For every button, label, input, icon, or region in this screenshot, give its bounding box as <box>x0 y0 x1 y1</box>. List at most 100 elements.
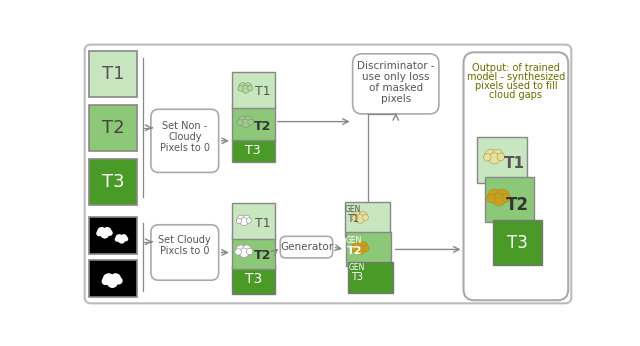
Text: GEN: GEN <box>346 236 362 245</box>
FancyBboxPatch shape <box>463 52 568 300</box>
FancyBboxPatch shape <box>151 225 219 280</box>
Circle shape <box>243 215 250 223</box>
Text: T2: T2 <box>254 249 271 262</box>
Circle shape <box>242 245 252 254</box>
Circle shape <box>242 85 250 93</box>
Text: T1: T1 <box>102 65 124 83</box>
Circle shape <box>244 83 252 90</box>
Circle shape <box>115 234 123 242</box>
Circle shape <box>362 215 369 220</box>
Text: cloud gaps: cloud gaps <box>490 90 542 100</box>
Text: T3: T3 <box>244 272 262 286</box>
Circle shape <box>484 154 491 161</box>
Circle shape <box>489 153 500 164</box>
Circle shape <box>120 234 127 241</box>
Text: T1: T1 <box>504 156 525 171</box>
Circle shape <box>358 242 368 251</box>
Text: T3: T3 <box>246 144 261 157</box>
Circle shape <box>356 245 365 255</box>
Circle shape <box>356 215 365 223</box>
Text: T2: T2 <box>506 196 529 214</box>
Text: T1: T1 <box>255 85 270 98</box>
Bar <box>348 262 393 292</box>
Text: Set Cloudy: Set Cloudy <box>159 235 211 245</box>
Text: pixels: pixels <box>381 93 411 103</box>
Circle shape <box>248 85 253 91</box>
Text: T3: T3 <box>102 173 125 191</box>
Text: Set Non -: Set Non - <box>162 121 207 131</box>
Text: pixels used to fill: pixels used to fill <box>475 81 557 91</box>
Text: model - synthesized: model - synthesized <box>467 72 565 82</box>
Bar <box>493 220 542 265</box>
Text: T3: T3 <box>351 272 364 282</box>
Text: T1: T1 <box>255 217 270 230</box>
Circle shape <box>118 236 125 244</box>
Circle shape <box>244 116 252 125</box>
Circle shape <box>358 211 367 220</box>
Text: T3: T3 <box>507 234 528 252</box>
Bar <box>90 158 137 205</box>
Bar <box>485 177 534 222</box>
Circle shape <box>110 273 121 284</box>
Text: Discriminator -: Discriminator - <box>357 61 435 71</box>
Text: Pixcls to 0: Pixcls to 0 <box>160 246 209 256</box>
Bar <box>90 217 137 254</box>
Bar <box>232 203 275 239</box>
FancyBboxPatch shape <box>280 236 333 258</box>
Circle shape <box>97 227 106 236</box>
Bar <box>90 51 137 97</box>
Text: GEN: GEN <box>344 205 361 214</box>
Text: of masked: of masked <box>369 83 423 93</box>
Text: Pixels to 0: Pixels to 0 <box>160 143 210 153</box>
Circle shape <box>115 237 120 242</box>
Bar <box>345 202 390 237</box>
Circle shape <box>246 248 253 255</box>
Text: T2: T2 <box>102 119 125 137</box>
Circle shape <box>488 189 501 203</box>
Circle shape <box>236 245 246 255</box>
Circle shape <box>502 193 511 202</box>
FancyBboxPatch shape <box>151 109 219 172</box>
Bar <box>90 104 137 151</box>
Circle shape <box>102 273 115 285</box>
Circle shape <box>107 230 113 236</box>
Circle shape <box>486 194 495 203</box>
Text: T2: T2 <box>254 120 271 133</box>
Circle shape <box>115 277 123 284</box>
Circle shape <box>96 230 102 236</box>
Circle shape <box>239 83 247 91</box>
Circle shape <box>352 242 362 252</box>
Text: T1: T1 <box>347 213 358 224</box>
Text: Output: of trained: Output: of trained <box>472 63 560 73</box>
Bar <box>232 104 275 140</box>
Text: GEN: GEN <box>349 263 365 272</box>
Circle shape <box>237 119 243 125</box>
Circle shape <box>102 277 109 285</box>
Circle shape <box>363 245 369 252</box>
Circle shape <box>351 246 358 252</box>
Bar <box>232 265 275 294</box>
Circle shape <box>484 149 497 161</box>
Circle shape <box>238 86 243 91</box>
Circle shape <box>235 249 241 255</box>
Circle shape <box>124 237 128 242</box>
Text: T2: T2 <box>346 246 362 256</box>
Bar <box>477 137 527 183</box>
Circle shape <box>236 218 242 224</box>
Bar <box>232 234 275 270</box>
Circle shape <box>497 153 504 161</box>
Circle shape <box>246 218 252 223</box>
Text: use only loss: use only loss <box>362 72 429 82</box>
Circle shape <box>103 227 111 235</box>
Circle shape <box>248 119 253 125</box>
Bar <box>232 138 275 162</box>
FancyBboxPatch shape <box>84 45 572 303</box>
Circle shape <box>239 248 249 258</box>
Circle shape <box>353 211 362 221</box>
Text: Generator: Generator <box>280 242 333 252</box>
Circle shape <box>352 215 358 221</box>
Bar <box>90 260 137 297</box>
FancyBboxPatch shape <box>353 54 439 114</box>
Circle shape <box>241 119 250 128</box>
Circle shape <box>107 277 118 288</box>
